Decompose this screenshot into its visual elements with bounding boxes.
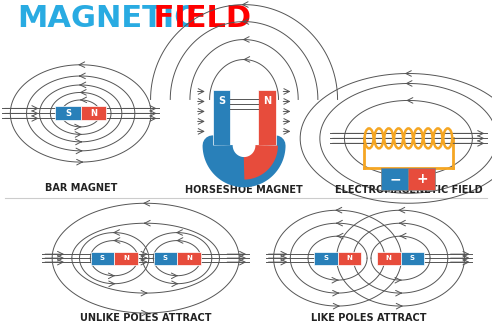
Text: LIKE POLES ATTRACT: LIKE POLES ATTRACT <box>312 313 427 323</box>
Text: UNLIKE POLES ATTRACT: UNLIKE POLES ATTRACT <box>80 313 212 323</box>
Bar <box>90 252 114 265</box>
Bar <box>114 252 138 265</box>
Bar <box>80 107 106 121</box>
Text: N: N <box>186 255 192 261</box>
Bar <box>154 252 177 265</box>
Text: HORSESHOE MAGNET: HORSESHOE MAGNET <box>185 185 303 195</box>
Text: +: + <box>416 172 428 186</box>
Text: S: S <box>163 255 168 261</box>
Bar <box>338 252 361 265</box>
Text: FIELD: FIELD <box>142 4 251 33</box>
Bar <box>382 168 408 190</box>
Text: N: N <box>90 109 97 118</box>
Bar <box>177 252 201 265</box>
Bar <box>314 252 338 265</box>
Bar <box>55 107 80 121</box>
Text: N: N <box>386 255 392 261</box>
Text: S: S <box>100 255 105 261</box>
Text: ELECTROMAGENETIC FIELD: ELECTROMAGENETIC FIELD <box>334 185 482 195</box>
Text: MAGNETIC: MAGNETIC <box>18 4 198 33</box>
Text: N: N <box>262 97 271 107</box>
Bar <box>408 168 436 190</box>
Text: BAR MAGNET: BAR MAGNET <box>44 183 117 193</box>
Text: S: S <box>410 255 415 261</box>
Bar <box>212 91 230 146</box>
Text: S: S <box>218 97 225 107</box>
Text: S: S <box>323 255 328 261</box>
Text: N: N <box>123 255 129 261</box>
Text: −: − <box>389 172 400 186</box>
Bar <box>258 91 276 146</box>
Bar <box>400 252 424 265</box>
Text: S: S <box>65 109 71 118</box>
Text: N: N <box>346 255 352 261</box>
Bar <box>377 252 400 265</box>
